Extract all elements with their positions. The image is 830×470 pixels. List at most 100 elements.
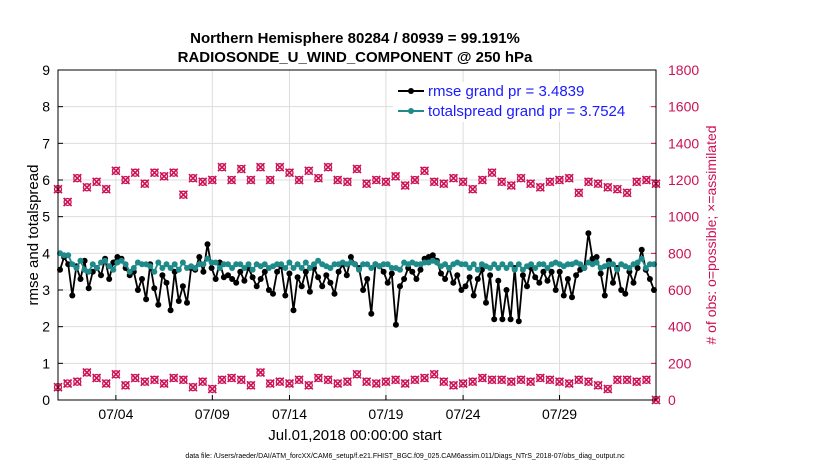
chart-title-line2: RADIOSONDE_U_WIND_COMPONENT @ 250 hPa [178, 49, 533, 66]
data-point [77, 276, 84, 282]
data-point [610, 279, 616, 286]
data-point [421, 259, 428, 266]
data-point [454, 272, 461, 279]
data-point [134, 287, 141, 293]
obs-possible-marker [545, 375, 555, 384]
obs-assimilated-marker [101, 378, 111, 389]
obs-possible-marker [294, 175, 304, 185]
data-point [429, 252, 436, 259]
obs-possible-marker [507, 181, 516, 190]
obs-assimilated-marker [63, 378, 73, 389]
obs-possible-marker [381, 377, 391, 386]
data-point [225, 261, 231, 268]
obs-count-point [429, 369, 439, 379]
data-point [515, 261, 522, 268]
obs-assimilated-marker [111, 166, 121, 176]
y-left-tick-label: 8 [42, 99, 50, 115]
data-point [462, 261, 469, 268]
obs-possible-marker [593, 179, 603, 188]
data-point [130, 265, 137, 271]
obs-count-point [400, 180, 410, 191]
obs-count-point [72, 377, 82, 387]
obs-assimilated-marker [101, 184, 111, 194]
data-point [323, 272, 330, 279]
obs-possible-marker [246, 381, 256, 390]
obs-count-point [304, 166, 314, 176]
obs-possible-marker [401, 181, 410, 190]
obs-count-point [535, 373, 545, 383]
data-point [438, 270, 444, 277]
obs-count-point [313, 173, 323, 183]
data-point [487, 265, 494, 271]
obs-possible-marker [420, 166, 429, 175]
data-point [532, 265, 539, 271]
data-point [249, 266, 256, 273]
obs-possible-marker [333, 379, 342, 388]
obs-count-point [294, 175, 304, 185]
data-point [524, 283, 530, 290]
obs-count-point [497, 177, 507, 187]
obs-assimilated-marker [130, 168, 140, 178]
obs-assimilated-marker [381, 377, 391, 387]
obs-assimilated-marker [82, 182, 92, 192]
obs-possible-marker [497, 177, 506, 186]
obs-assimilated-marker [497, 375, 507, 385]
plot-area [58, 70, 656, 400]
obs-count-point [506, 180, 516, 191]
data-point [610, 261, 616, 268]
data-point [474, 276, 481, 282]
obs-assimilated-marker [526, 179, 536, 189]
data-point [302, 268, 309, 275]
obs-possible-marker [304, 166, 313, 175]
y-right-tick-label: 1200 [668, 172, 699, 188]
obs-assimilated-marker [92, 373, 102, 383]
obs-count-point [410, 175, 420, 185]
data-point [638, 246, 645, 253]
data-point [442, 276, 449, 282]
data-point [360, 287, 367, 293]
obs-count-point [101, 378, 111, 389]
data-point [540, 261, 547, 268]
obs-assimilated-marker [603, 182, 613, 192]
data-point [290, 307, 297, 314]
data-point [179, 259, 186, 266]
data-point [102, 257, 109, 264]
obs-count-point [593, 380, 603, 390]
obs-assimilated-marker [477, 373, 487, 383]
obs-assimilated-marker [362, 377, 372, 387]
obs-possible-marker [92, 177, 101, 186]
data-point [257, 276, 264, 282]
obs-assimilated-marker [554, 175, 565, 185]
obs-count-point [120, 380, 131, 390]
obs-count-point [583, 377, 594, 387]
data-point [577, 261, 584, 268]
obs-assimilated-marker [391, 171, 401, 181]
obs-possible-marker [632, 377, 641, 386]
obs-possible-marker [410, 175, 420, 185]
y-left-tick-label: 3 [42, 282, 50, 298]
obs-count-point [352, 164, 362, 174]
data-point [122, 261, 129, 268]
obs-assimilated-marker [545, 375, 555, 385]
data-point [368, 265, 375, 271]
obs-possible-marker [102, 185, 111, 194]
obs-possible-marker [642, 175, 651, 185]
obs-assimilated-marker [468, 377, 478, 387]
data-point [564, 261, 571, 268]
y-axis-left-ticks: 0 1 2 3 4 5 6 7 8 9 [42, 62, 63, 408]
data-point [196, 261, 203, 268]
obs-possible-marker [92, 373, 101, 383]
obs-assimilated-marker [313, 173, 323, 183]
data-point [593, 254, 600, 260]
obs-count-point [545, 177, 555, 187]
data-point [261, 261, 268, 268]
obs-possible-marker [285, 168, 294, 177]
obs-count-point [178, 375, 188, 385]
obs-possible-marker [198, 377, 207, 386]
obs-assimilated-marker [429, 177, 439, 187]
data-point [491, 261, 498, 268]
obs-assimilated-marker [82, 367, 92, 378]
obs-possible-marker [449, 381, 458, 390]
obs-assimilated-marker [333, 175, 343, 185]
obs-assimilated-marker [72, 173, 82, 183]
